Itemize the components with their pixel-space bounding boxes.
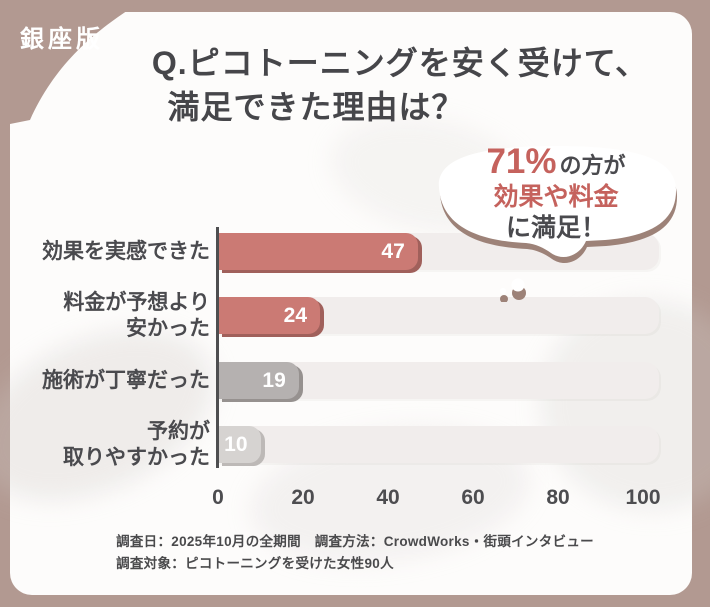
x-axis-tick-label: 100 [625, 486, 661, 509]
bar-category-label: 効果を実感できた [42, 239, 210, 263]
bar-track: 10 [218, 426, 659, 463]
survey-note-line-2: 調査対象：ピコトーニングを受けた女性90人 [116, 555, 394, 571]
bubble-line-1: 71% の方が [433, 142, 679, 182]
bar-value-label: 47 [381, 239, 405, 263]
bubble-line-3: に満足！ [505, 214, 606, 243]
page-title: Q.ピコトーニングを安く受けて、 満足できた理由は？ [130, 45, 670, 126]
title-line-2: 満足できた理由は？ [167, 88, 465, 125]
bar-value-label: 24 [283, 303, 307, 327]
bar-track: 19 [218, 362, 659, 399]
bar-fill: 19 [218, 362, 299, 399]
percent-suffix: の方が [559, 153, 626, 178]
bar-fill: 10 [218, 426, 261, 463]
edition-badge: 銀座版 [20, 26, 104, 53]
bar-category-label: 料金が予想より 安かった [63, 291, 210, 340]
bar-fill: 47 [218, 233, 418, 270]
survey-notes-block: 調査日：2025年10月の全期間 調査方法：CrowdWorks・街頭インタビュ… [116, 531, 594, 574]
thought-dot-large [511, 278, 525, 292]
thought-dot-small [500, 288, 506, 294]
x-axis-tick-label: 80 [546, 486, 570, 509]
corner-swoosh [0, 0, 144, 126]
bubble-highlight: 効果や料金 [493, 182, 619, 211]
speech-bubble-text: 71% の方が 効果や料金 に満足！ [433, 142, 679, 243]
speech-bubble-body [438, 146, 677, 258]
x-axis-tick-label: 0 [212, 486, 224, 509]
bar-fill: 24 [218, 297, 320, 334]
x-axis-tick-label: 20 [291, 486, 315, 509]
survey-notes: 調査日：2025年10月の全期間 調査方法：CrowdWorks・街頭インタビュ… [0, 531, 710, 574]
bar-track: 47 [218, 233, 659, 270]
x-axis-tick-label: 60 [461, 486, 485, 509]
x-axis-tick-label: 40 [376, 486, 400, 509]
title-line-1: Q.ピコトーニングを安く受けて、 [151, 45, 649, 81]
bar-track: 24 [218, 297, 659, 334]
survey-note-line-1: 調査日：2025年10月の全期間 調査方法：CrowdWorks・街頭インタビュ… [116, 534, 594, 549]
bar-category-label: 予約が 取りやすかった [63, 420, 210, 469]
bar-value-label: 10 [224, 432, 248, 456]
bar-category-label: 施術が丁寧だった [42, 368, 210, 392]
percent-value: 71% [486, 142, 557, 181]
speech-bubble [438, 146, 678, 302]
bar-value-label: 19 [262, 368, 286, 392]
y-axis-line [216, 227, 219, 468]
